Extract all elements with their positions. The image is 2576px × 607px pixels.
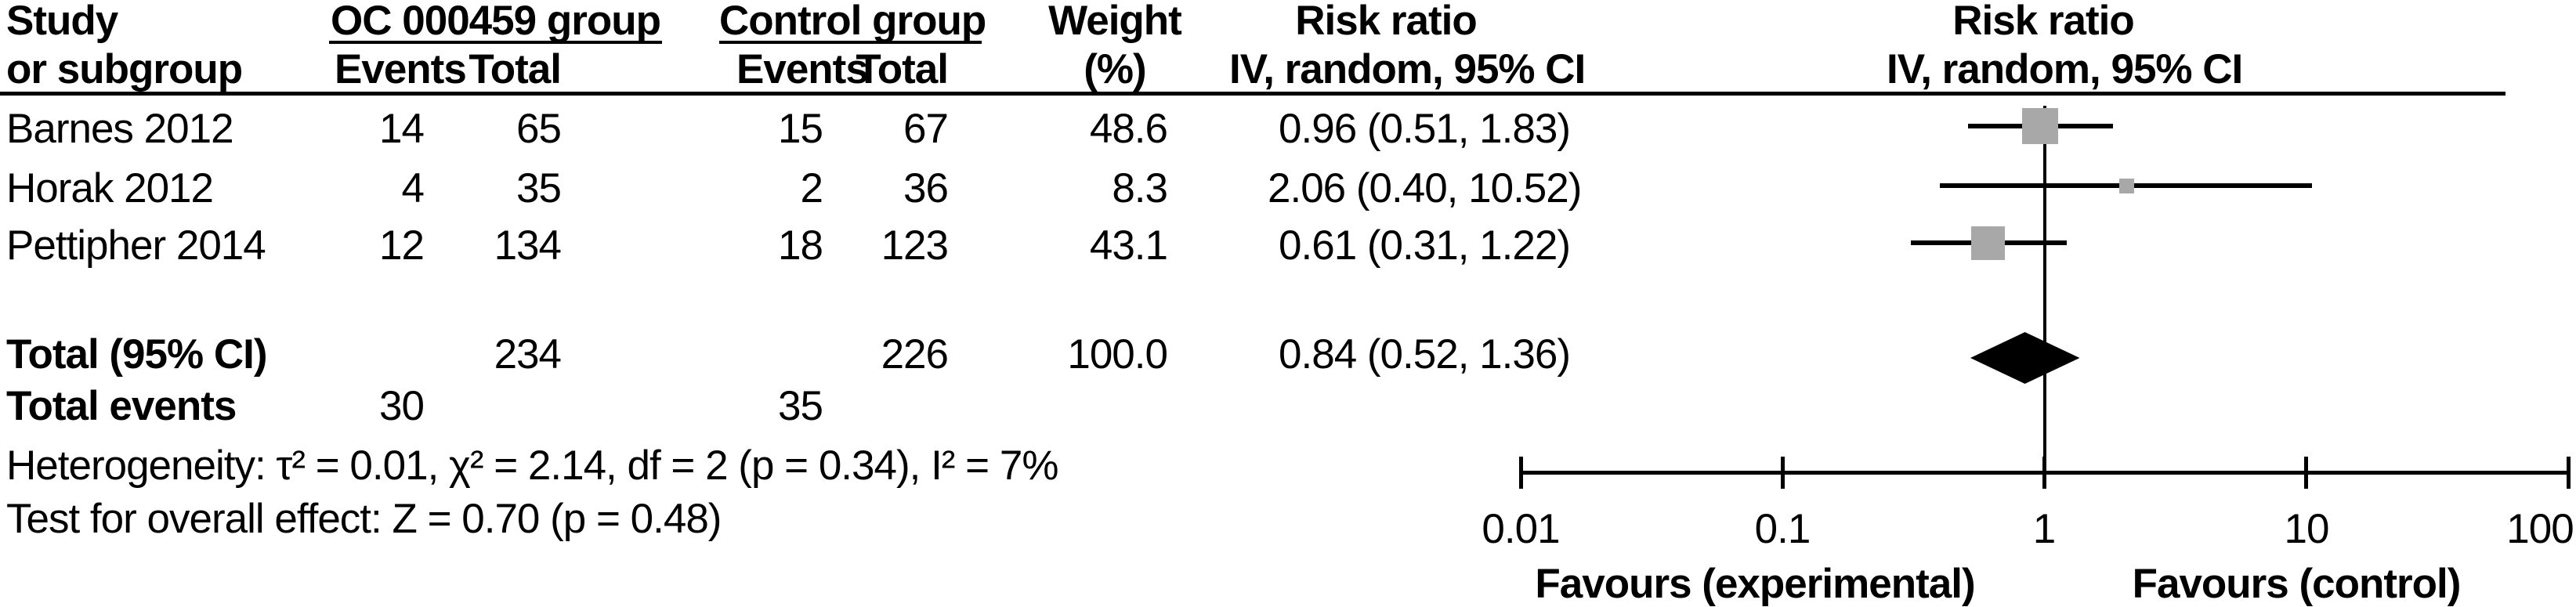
x-axis-tick bbox=[2042, 457, 2046, 489]
header-group-control: Control group bbox=[719, 0, 986, 44]
risk-ratio-ci-text: 2.06 (0.40, 10.52) bbox=[1268, 165, 1582, 211]
x-tick-label: 10 bbox=[2284, 506, 2330, 552]
total-label: Total (95% CI) bbox=[6, 331, 267, 378]
header-riskratio-plot-line1: Risk ratio bbox=[1952, 0, 2135, 44]
heterogeneity-stats: Heterogeneity: τ² = 0.01, χ² = 2.14, df … bbox=[6, 443, 1058, 489]
exp-events: 4 bbox=[401, 165, 425, 211]
study-name: Pettipher 2014 bbox=[6, 222, 266, 269]
weight-square bbox=[2021, 108, 2058, 144]
total-risk-ratio-ci-text: 0.84 (0.52, 1.36) bbox=[1279, 331, 1571, 378]
weight-value: 8.3 bbox=[1112, 165, 1168, 211]
group1-underline bbox=[329, 41, 662, 44]
header-group-experimental: OC 000459 group bbox=[331, 0, 661, 44]
exp-events: 14 bbox=[379, 106, 425, 152]
total-ctrl-n: 226 bbox=[881, 331, 949, 378]
header-total2: Total bbox=[856, 46, 949, 92]
exp-events: 12 bbox=[379, 222, 425, 269]
total-events-label: Total events bbox=[6, 383, 237, 429]
header-study-line2: or subgroup bbox=[6, 46, 243, 92]
weight-value: 43.1 bbox=[1089, 222, 1168, 269]
total-events-exp: 30 bbox=[379, 383, 425, 429]
header-events1: Events bbox=[335, 46, 467, 92]
weight-square bbox=[2118, 178, 2134, 193]
ctrl-total: 67 bbox=[903, 106, 949, 152]
header-riskratio-plot-line2: IV, random, 95% CI bbox=[1887, 46, 2243, 92]
header-separator-line bbox=[0, 92, 2505, 96]
ctrl-events: 15 bbox=[778, 106, 823, 152]
weight-value: 48.6 bbox=[1089, 106, 1168, 152]
x-tick-label: 1 bbox=[2032, 506, 2056, 552]
x-tick-label: 0.1 bbox=[1754, 506, 1811, 552]
study-name: Barnes 2012 bbox=[6, 106, 234, 152]
header-study-line1: Study bbox=[6, 0, 118, 44]
header-events2: Events bbox=[736, 46, 869, 92]
ctrl-events: 2 bbox=[800, 165, 823, 211]
total-weight: 100.0 bbox=[1067, 331, 1168, 378]
x-axis-tick bbox=[1518, 457, 1523, 489]
exp-total: 134 bbox=[494, 222, 562, 269]
header-riskratio-text-line1: Risk ratio bbox=[1295, 0, 1478, 44]
study-name: Horak 2012 bbox=[6, 165, 214, 211]
favours-experimental-label: Favours (experimental) bbox=[1535, 561, 1975, 607]
total-exp-n: 234 bbox=[494, 331, 562, 378]
risk-ratio-ci-text: 0.96 (0.51, 1.83) bbox=[1279, 106, 1571, 152]
x-axis-tick bbox=[2566, 457, 2571, 489]
ctrl-total: 36 bbox=[903, 165, 949, 211]
header-weight-line2: (%) bbox=[1084, 46, 1146, 92]
risk-ratio-ci-text: 0.61 (0.31, 1.22) bbox=[1279, 222, 1571, 269]
exp-total: 65 bbox=[516, 106, 562, 152]
ctrl-events: 18 bbox=[778, 222, 823, 269]
x-tick-label: 0.01 bbox=[1482, 506, 1560, 552]
group2-underline bbox=[719, 41, 982, 44]
reference-line bbox=[2042, 106, 2046, 489]
pooled-diamond bbox=[1970, 332, 2080, 384]
overall-effect-stats: Test for overall effect: Z = 0.70 (p = 0… bbox=[6, 496, 722, 542]
x-axis-tick bbox=[2304, 457, 2309, 489]
header-total1: Total bbox=[469, 46, 562, 92]
weight-square bbox=[1971, 226, 2006, 260]
x-tick-label: 100 bbox=[2506, 506, 2574, 552]
header-weight-line1: Weight bbox=[1048, 0, 1182, 44]
exp-total: 35 bbox=[516, 165, 562, 211]
favours-control-label: Favours (control) bbox=[2132, 561, 2462, 607]
x-axis-tick bbox=[1780, 457, 1785, 489]
ctrl-total: 123 bbox=[881, 222, 949, 269]
total-events-ctrl: 35 bbox=[778, 383, 823, 429]
header-riskratio-text-line2: IV, random, 95% CI bbox=[1229, 46, 1586, 92]
